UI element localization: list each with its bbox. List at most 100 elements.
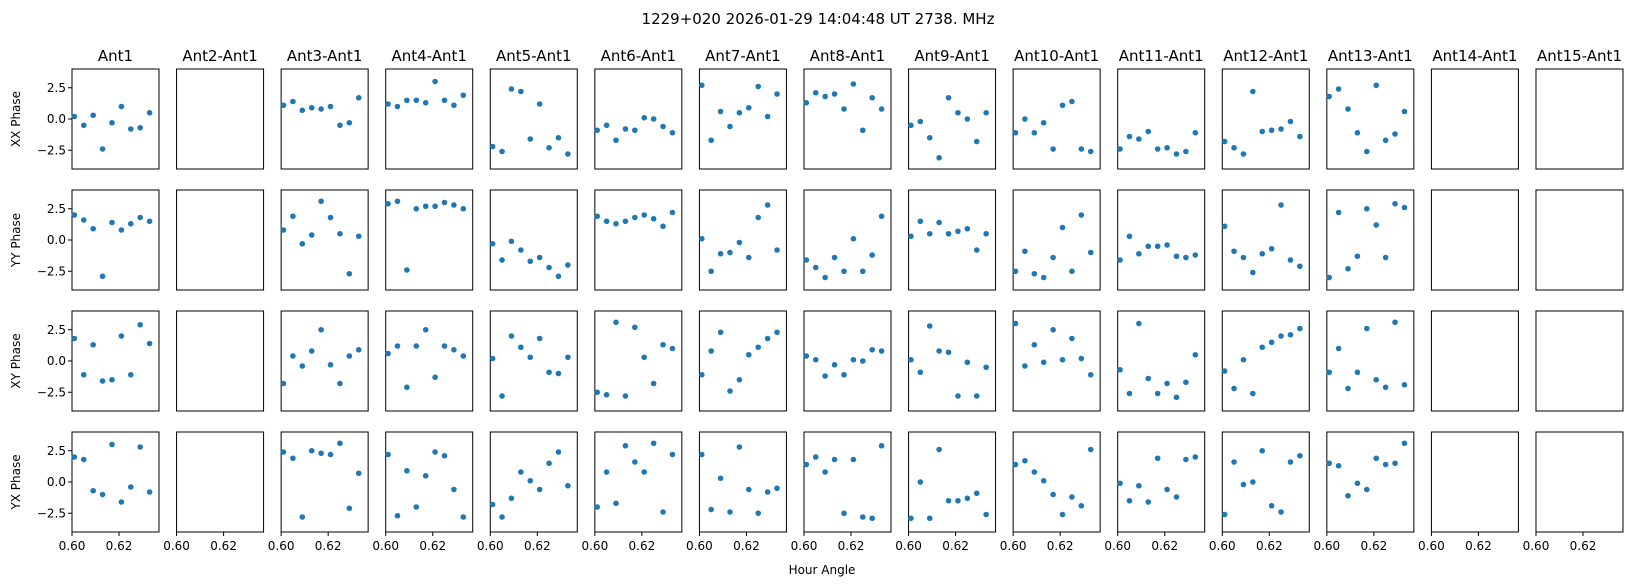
data-point [1221,138,1228,145]
data-point [745,486,752,493]
data-point [641,354,648,361]
data-point [146,218,153,225]
data-point [109,441,115,448]
data-point [527,258,534,265]
data-point [1031,469,1038,475]
axes-frame [280,431,369,533]
data-point [859,127,866,134]
data-point [736,444,743,450]
x-tick-label: 0.62 [524,539,551,553]
column-title: Ant15-Ant1 [1537,47,1622,65]
data-point [1022,363,1028,369]
data-point [926,230,933,237]
y-tick-label: −2.5 [37,385,66,399]
data-point [1287,118,1294,125]
data-point [1164,380,1170,387]
data-point [983,109,989,116]
data-point [432,374,438,381]
data-point [1117,366,1123,373]
x-tick-label: 0.62 [1256,539,1283,553]
data-point [565,262,571,268]
data-point [1278,202,1284,208]
data-point [1154,146,1161,152]
subplot-0-5 [594,68,683,170]
data-point [518,88,524,95]
data-point [1145,375,1152,382]
axes-frame [1535,431,1624,533]
data-point [1354,253,1361,260]
data-point [346,505,353,512]
data-point [290,213,296,220]
data-point [1354,480,1361,487]
data-point [318,450,324,457]
data-point [1022,116,1028,122]
y-tick-label: 0.0 [47,475,66,489]
data-point [1136,482,1142,489]
data-point [555,449,562,455]
axes-frame [1221,68,1310,170]
data-point [555,134,562,141]
data-point [1087,148,1094,155]
data-point [764,489,771,495]
data-point [1183,379,1189,386]
y-tick-label: −2.5 [37,506,66,520]
axes-frame [1221,189,1310,291]
data-point [565,482,571,489]
subplot-2-1 [176,310,265,412]
data-point [1192,454,1199,460]
data-point [355,94,362,101]
data-point [878,348,885,354]
axes-frame [280,310,369,412]
data-point [1136,250,1142,257]
data-point [1183,254,1189,261]
subplot-1-12 [1326,189,1415,291]
data-point [622,218,629,225]
subplot-3-6: 0.60 0.62 [686,431,787,553]
data-point [917,479,924,485]
row-label: YX Phase [9,454,23,510]
axes-frame [908,431,997,533]
data-point [1040,119,1047,126]
data-point [1250,269,1256,276]
data-point [1373,376,1380,383]
data-point [745,254,752,261]
x-tick-label: 0.62 [1465,539,1492,553]
subplot-3-2: 0.60 0.62 [268,431,369,553]
data-point [1183,456,1189,463]
axes-frame [1012,431,1101,533]
subplot-0-1 [176,68,265,170]
data-point [983,511,989,518]
data-point [1345,106,1351,112]
data-point [774,485,780,492]
data-point [404,97,410,104]
data-point [441,343,448,349]
data-point [973,247,980,253]
data-point [945,349,952,356]
axes-frame [1326,189,1415,291]
data-point [660,341,666,348]
axes-frame [1012,68,1101,170]
axes-frame [698,189,787,291]
data-point [1050,146,1056,152]
data-point [546,264,552,271]
data-point [508,333,515,339]
data-point [527,354,534,361]
data-point [404,267,410,273]
data-point [441,97,448,104]
axes-frame [1117,68,1206,170]
subplot-0-10 [1117,68,1206,170]
axes-frame [803,189,892,291]
data-point [565,151,571,157]
axes-frame [385,431,474,533]
data-point [1173,394,1180,401]
data-point [137,444,143,450]
data-point [1154,455,1161,462]
data-point [641,212,648,218]
data-point [290,98,296,105]
axes-frame [489,189,578,291]
data-point [926,134,933,141]
data-point [850,456,857,463]
data-point [708,137,714,144]
data-point [71,335,78,342]
data-point [622,393,629,399]
